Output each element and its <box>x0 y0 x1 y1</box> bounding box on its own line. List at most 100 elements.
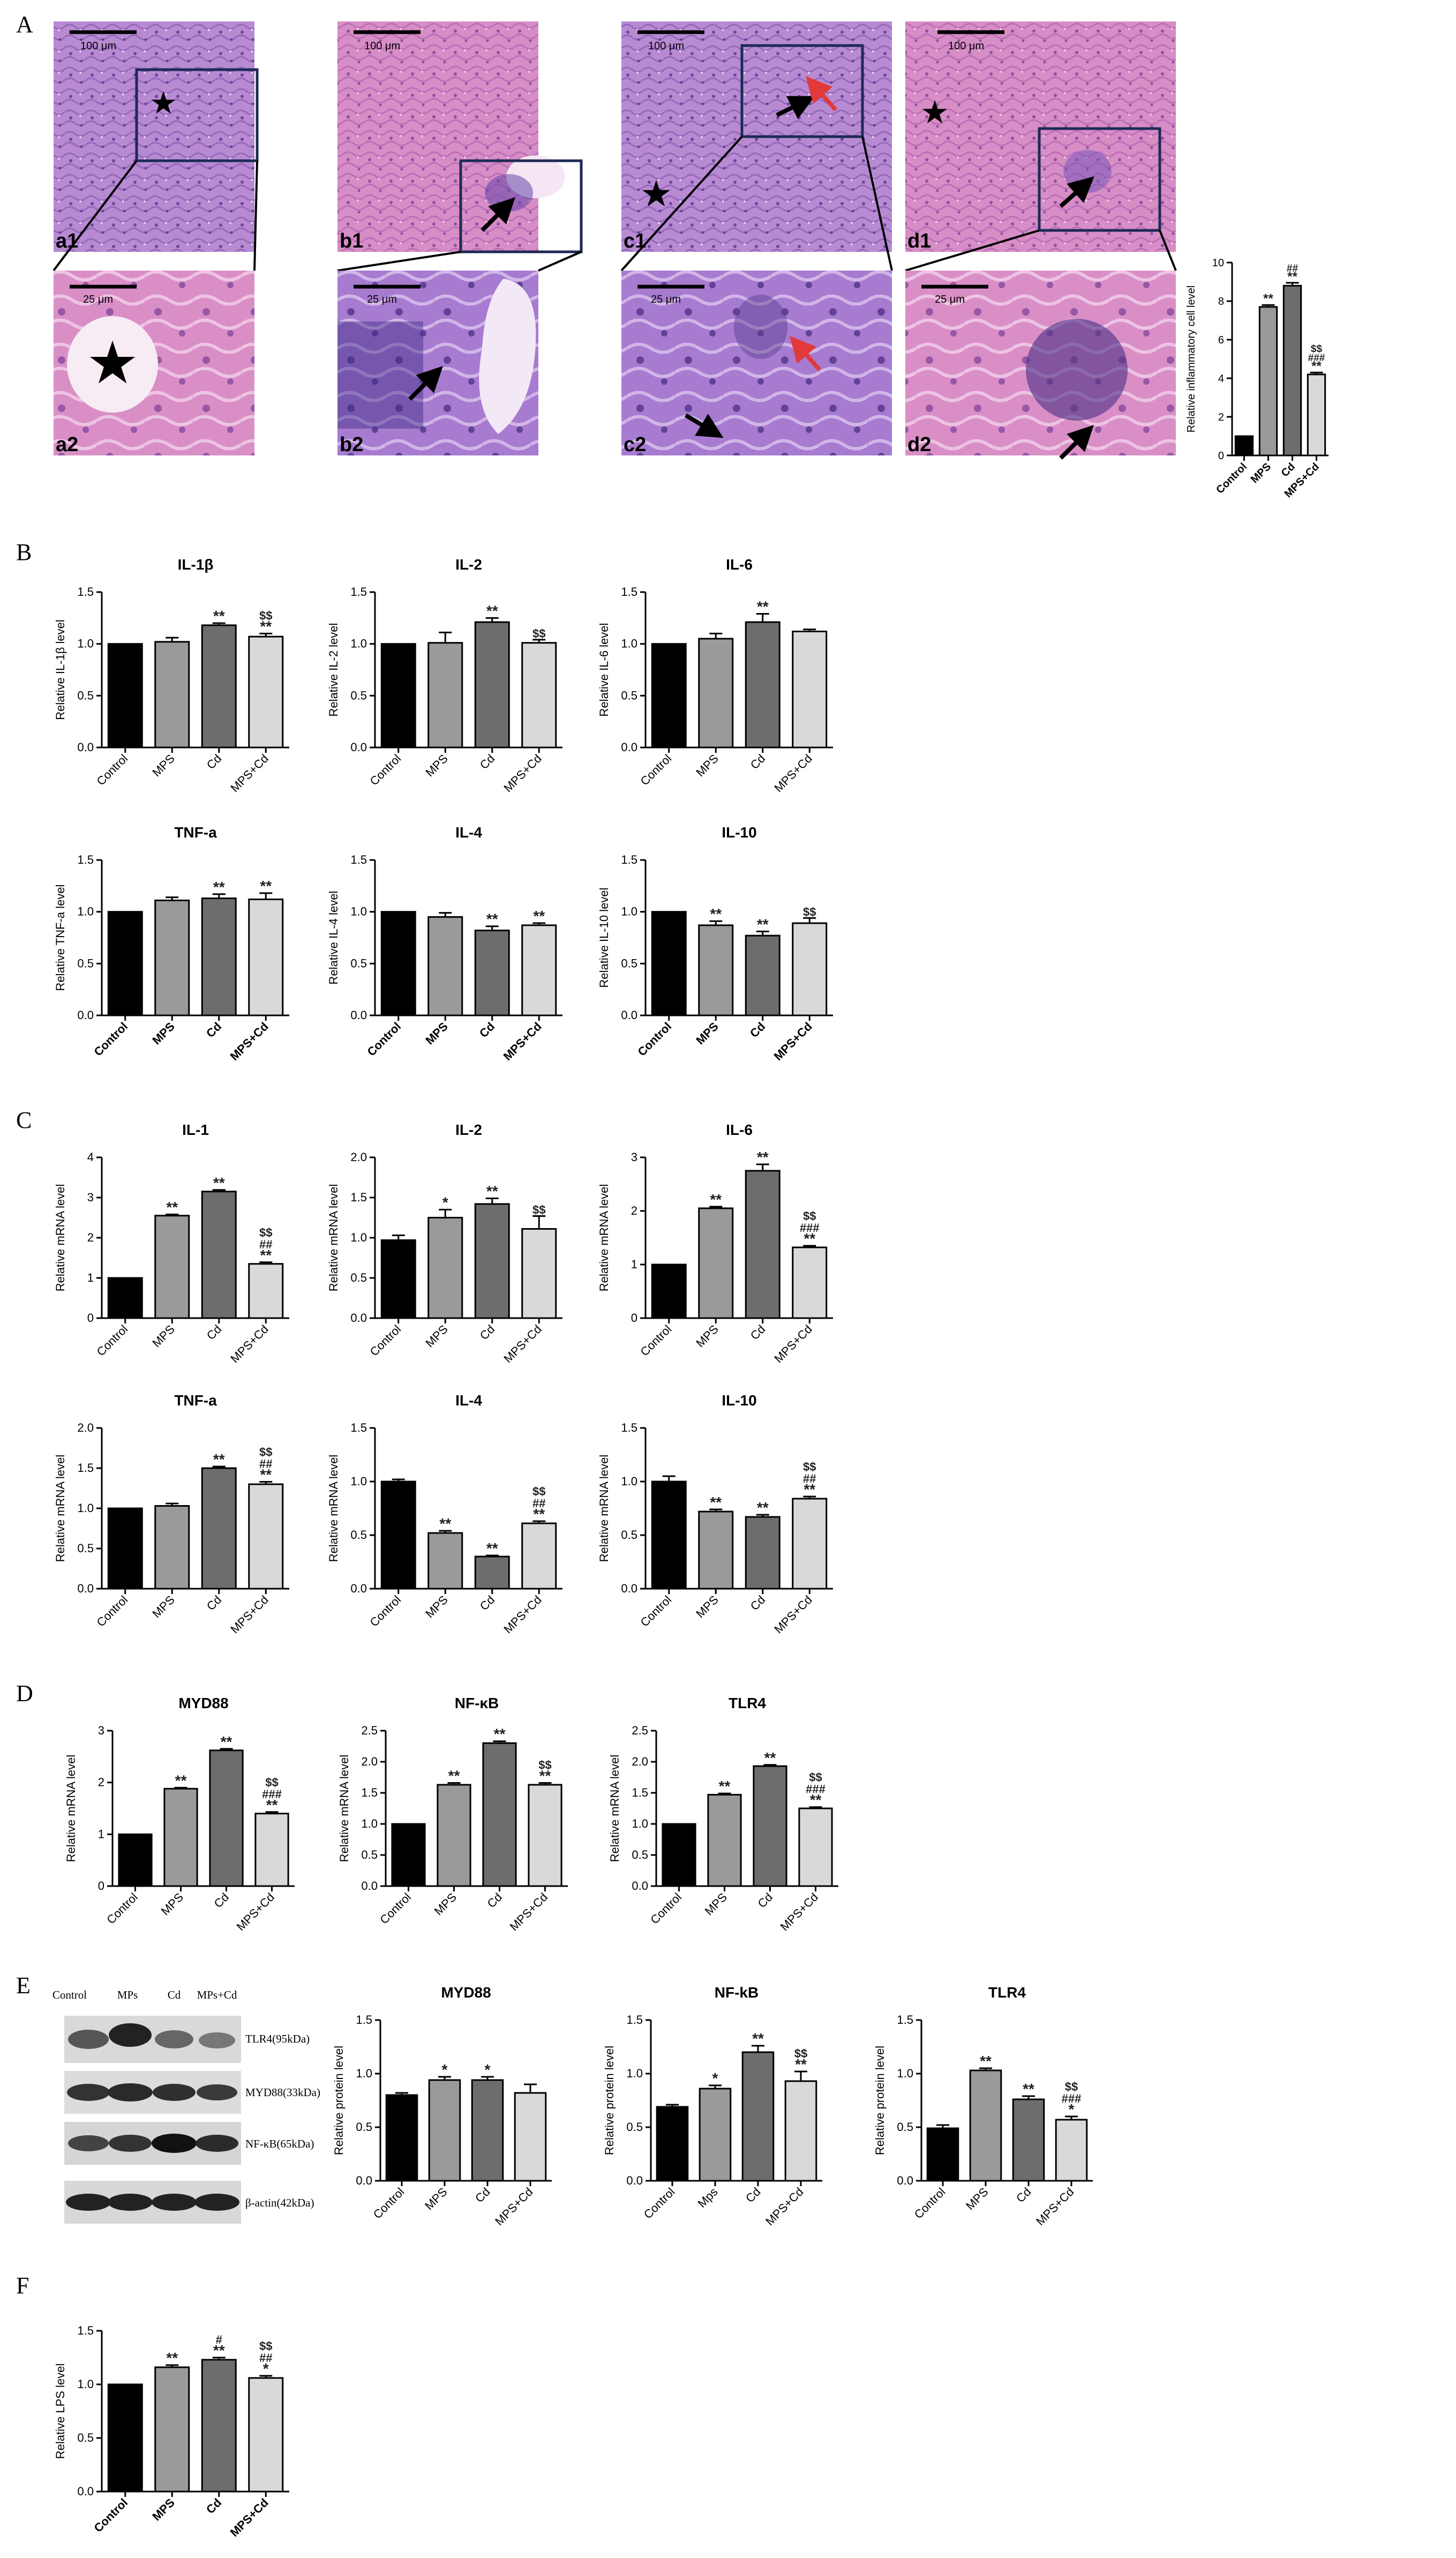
y-tick-label: 2.0 <box>350 1150 367 1164</box>
scale-bar-d1: 100 μm <box>948 40 984 52</box>
significance-label: ** <box>719 1778 731 1794</box>
significance-label: ** <box>486 602 498 619</box>
histology-a1: ★ 100 μm a1 <box>54 21 259 252</box>
x-tick-label: Cd <box>484 1890 505 1911</box>
x-tick-label: MPS <box>963 2185 990 2212</box>
bar <box>651 1263 687 1319</box>
black-arrow-icon <box>1059 176 1094 208</box>
image-label-c1: c1 <box>624 230 646 252</box>
bar <box>107 1277 143 1319</box>
x-tick-label: MPS+Cd <box>501 1020 544 1063</box>
significance-label: ** <box>757 1499 769 1516</box>
significance-label: ** <box>1311 359 1322 373</box>
x-tick-label: MPS <box>1249 461 1273 485</box>
significance-label: ** <box>175 1772 187 1789</box>
red-arrow-icon <box>806 76 837 111</box>
y-tick-label: 0.0 <box>621 1582 637 1595</box>
y-tick-label: 0.5 <box>350 1271 367 1284</box>
bar <box>521 1522 557 1590</box>
y-axis-label: Relative mRNA level <box>337 1755 351 1863</box>
significance-label: $$ <box>809 1771 822 1784</box>
y-tick-label: 2 <box>631 1204 637 1217</box>
panel-letter-b: B <box>16 539 32 565</box>
chart-title: NF-kB <box>715 1984 759 2001</box>
y-tick-label: 0.0 <box>356 2174 372 2187</box>
y-tick-label: 2 <box>1218 412 1224 423</box>
x-tick-label: MPS+Cd <box>501 1322 544 1365</box>
y-axis-label: Relative IL-10 level <box>597 887 611 988</box>
bar <box>698 924 734 1016</box>
y-tick-label: 3 <box>87 1191 94 1204</box>
x-tick-label: Control <box>635 1020 674 1059</box>
chart-title: NF-κB <box>455 1695 499 1711</box>
x-tick-label: Cd <box>204 1020 224 1040</box>
bar <box>201 2359 237 2493</box>
chart-title: IL-4 <box>455 1392 482 1409</box>
y-axis-label: Relative mRNA level <box>597 1184 611 1292</box>
y-tick-label: 0.0 <box>897 2174 913 2187</box>
significance-label: ** <box>804 1481 815 1498</box>
bar <box>745 1170 780 1319</box>
y-tick-label: 0.5 <box>626 2120 643 2134</box>
blot-strip-myd88 <box>64 2071 241 2114</box>
chart-b3: IL-6 0.0 0.5 1.0 1.5 Relative IL-6 level Contr… <box>597 556 833 795</box>
panel-letter-f: F <box>16 2272 29 2299</box>
image-label-b2: b2 <box>340 433 363 456</box>
significance-label: ** <box>980 2053 992 2069</box>
bar <box>792 630 828 749</box>
significance-label: * <box>263 2360 269 2377</box>
x-tick-label: Control <box>637 752 674 788</box>
bar <box>248 2377 284 2493</box>
bar <box>474 1203 510 1319</box>
chart-title: TLR4 <box>988 1984 1026 2001</box>
bar <box>792 922 828 1016</box>
significance-label: ** <box>764 1749 776 1766</box>
x-tick-label: Cd <box>743 2185 763 2205</box>
y-tick-label: 0.5 <box>350 1528 367 1542</box>
bar <box>926 2127 959 2182</box>
significance-label: * <box>442 2061 448 2078</box>
image-label-a2: a2 <box>56 433 78 456</box>
blot-strip-tlr4 <box>64 2016 241 2063</box>
bar <box>427 1217 463 1319</box>
bar <box>656 2106 689 2182</box>
x-tick-label: MPS+Cd <box>228 2496 271 2539</box>
significance-label: $$ <box>803 1460 816 1474</box>
bar <box>1282 285 1302 457</box>
x-tick-label: MPS+Cd <box>234 1890 277 1933</box>
chart-c1: IL-1 0 1 2 3 4 Relative mRNA level Control ** MPS… <box>54 1121 289 1365</box>
x-tick-label: Cd <box>477 752 498 772</box>
significance-label: $$ <box>259 2339 272 2353</box>
bar <box>482 1742 517 1887</box>
bar <box>474 929 510 1016</box>
bar <box>792 1498 828 1590</box>
histology-c1: ★ 100 μm c1 <box>621 21 892 252</box>
chart-e3: TLR4 0.0 0.5 1.0 1.5 Relative protein level Co… <box>873 1984 1093 2228</box>
significance-label: ### <box>1308 353 1325 364</box>
x-tick-label: Control <box>104 1890 140 1927</box>
star-icon: ★ <box>920 94 949 130</box>
blot-lane-label: MPs <box>117 1988 138 2001</box>
bar <box>118 1833 153 1887</box>
y-axis-label: Relative protein level <box>603 2046 616 2155</box>
significance-label: ** <box>439 1515 451 1532</box>
x-tick-label: Cd <box>1279 461 1297 479</box>
blot-lane-label: MPs+Cd <box>197 1988 237 2001</box>
bar <box>248 898 284 1016</box>
chart-title: TLR4 <box>729 1695 766 1711</box>
y-tick-label: 1.5 <box>356 2013 372 2026</box>
significance-label: ** <box>166 2350 178 2366</box>
y-tick-label: 1 <box>98 1827 104 1841</box>
significance-label: $$ <box>1311 343 1323 355</box>
x-tick-label: Cd <box>204 2496 224 2516</box>
bar <box>969 2069 1002 2182</box>
black-arrow-icon <box>684 413 724 438</box>
y-axis-label: Relative TNF-a level <box>54 885 67 991</box>
significance-label: ### <box>806 1783 825 1796</box>
x-tick-label: Control <box>637 1593 674 1629</box>
bar <box>521 924 557 1016</box>
y-tick-label: 0.5 <box>361 1848 378 1861</box>
y-axis-label: Relative protein level <box>873 2046 887 2155</box>
y-tick-label: 1.5 <box>77 853 94 866</box>
